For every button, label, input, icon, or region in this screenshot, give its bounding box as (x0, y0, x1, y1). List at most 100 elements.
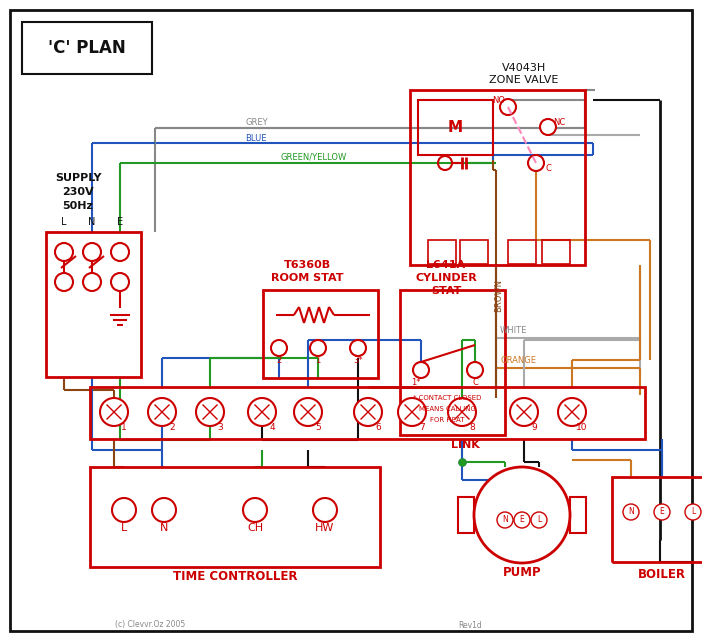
Text: 7: 7 (419, 422, 425, 431)
Circle shape (271, 340, 287, 356)
Circle shape (623, 504, 639, 520)
Circle shape (474, 467, 570, 563)
Text: BOILER: BOILER (638, 569, 686, 581)
Text: (c) Clevvr.Oz 2005: (c) Clevvr.Oz 2005 (115, 620, 185, 629)
Text: * CONTACT CLOSED: * CONTACT CLOSED (413, 395, 481, 401)
Circle shape (83, 243, 101, 261)
Text: WHITE: WHITE (500, 326, 527, 335)
Circle shape (528, 155, 544, 171)
Text: 9: 9 (531, 422, 537, 431)
Circle shape (243, 498, 267, 522)
Bar (90, 467, 380, 567)
Text: 2: 2 (169, 422, 175, 431)
Text: 10: 10 (576, 422, 588, 431)
Circle shape (112, 498, 136, 522)
Text: 4: 4 (269, 422, 274, 431)
Text: ORANGE: ORANGE (500, 356, 536, 365)
Text: PUMP: PUMP (503, 567, 541, 579)
Text: E: E (519, 515, 524, 524)
Circle shape (196, 398, 224, 426)
Circle shape (497, 512, 513, 528)
Circle shape (354, 398, 382, 426)
Text: N: N (88, 217, 95, 227)
Text: T6360B: T6360B (284, 260, 331, 270)
Text: 6: 6 (375, 422, 381, 431)
Bar (508, 240, 536, 264)
Bar (460, 240, 488, 264)
Circle shape (685, 504, 701, 520)
Text: 5: 5 (315, 422, 321, 431)
Text: N: N (628, 508, 634, 517)
Text: 230V: 230V (62, 187, 94, 197)
Circle shape (148, 398, 176, 426)
Circle shape (83, 273, 101, 291)
Circle shape (540, 119, 556, 135)
Text: C: C (472, 378, 478, 387)
Text: 3: 3 (217, 422, 223, 431)
Text: L: L (61, 217, 67, 227)
Bar (400, 290, 505, 435)
Text: HW: HW (315, 523, 335, 533)
Circle shape (294, 398, 322, 426)
Text: BROWN: BROWN (494, 278, 503, 312)
Circle shape (467, 362, 483, 378)
Bar (418, 100, 493, 155)
Bar (542, 240, 570, 264)
Circle shape (531, 512, 547, 528)
Circle shape (111, 273, 129, 291)
Text: N: N (160, 523, 168, 533)
Circle shape (558, 398, 586, 426)
Circle shape (100, 398, 128, 426)
Text: ROOM STAT: ROOM STAT (271, 273, 343, 283)
Text: CH: CH (247, 523, 263, 533)
Text: 'C' PLAN: 'C' PLAN (48, 39, 126, 57)
Text: 3*: 3* (353, 356, 363, 365)
Text: 8: 8 (469, 422, 475, 431)
Text: NC: NC (553, 117, 565, 126)
Text: E: E (660, 508, 664, 517)
Circle shape (55, 273, 73, 291)
Circle shape (313, 498, 337, 522)
Text: L: L (691, 508, 695, 517)
Bar (570, 497, 586, 533)
Text: 1: 1 (121, 422, 127, 431)
Circle shape (248, 398, 276, 426)
Text: TIME CONTROLLER: TIME CONTROLLER (173, 569, 297, 583)
Bar (458, 497, 474, 533)
Text: L641A: L641A (426, 260, 465, 270)
Text: 2: 2 (277, 356, 282, 365)
Text: C: C (545, 163, 551, 172)
Bar (90, 387, 645, 439)
Text: GREEN/YELLOW: GREEN/YELLOW (280, 153, 346, 162)
Text: N: N (502, 515, 508, 524)
Circle shape (514, 512, 530, 528)
Text: Rev1d: Rev1d (458, 620, 482, 629)
Circle shape (55, 243, 73, 261)
Bar (428, 240, 456, 264)
Circle shape (350, 340, 366, 356)
Bar (263, 290, 378, 378)
Text: L: L (121, 523, 127, 533)
Text: ZONE VALVE: ZONE VALVE (489, 75, 559, 85)
Text: 1*: 1* (411, 378, 420, 387)
Text: SUPPLY: SUPPLY (55, 173, 101, 183)
Bar (612, 477, 702, 562)
Text: L: L (537, 515, 541, 524)
Text: BLUE: BLUE (245, 133, 267, 142)
Bar (410, 90, 585, 265)
Circle shape (510, 398, 538, 426)
Text: 1: 1 (315, 356, 321, 365)
Circle shape (398, 398, 426, 426)
Text: NO: NO (493, 96, 505, 104)
Circle shape (111, 243, 129, 261)
Circle shape (310, 340, 326, 356)
Circle shape (413, 362, 429, 378)
Text: M: M (447, 119, 463, 135)
Text: V4043H: V4043H (502, 63, 546, 73)
Text: FOR HEAT: FOR HEAT (430, 417, 464, 423)
Text: CYLINDER: CYLINDER (415, 273, 477, 283)
Circle shape (152, 498, 176, 522)
Bar (46, 232, 141, 377)
Circle shape (448, 398, 476, 426)
Circle shape (500, 99, 516, 115)
